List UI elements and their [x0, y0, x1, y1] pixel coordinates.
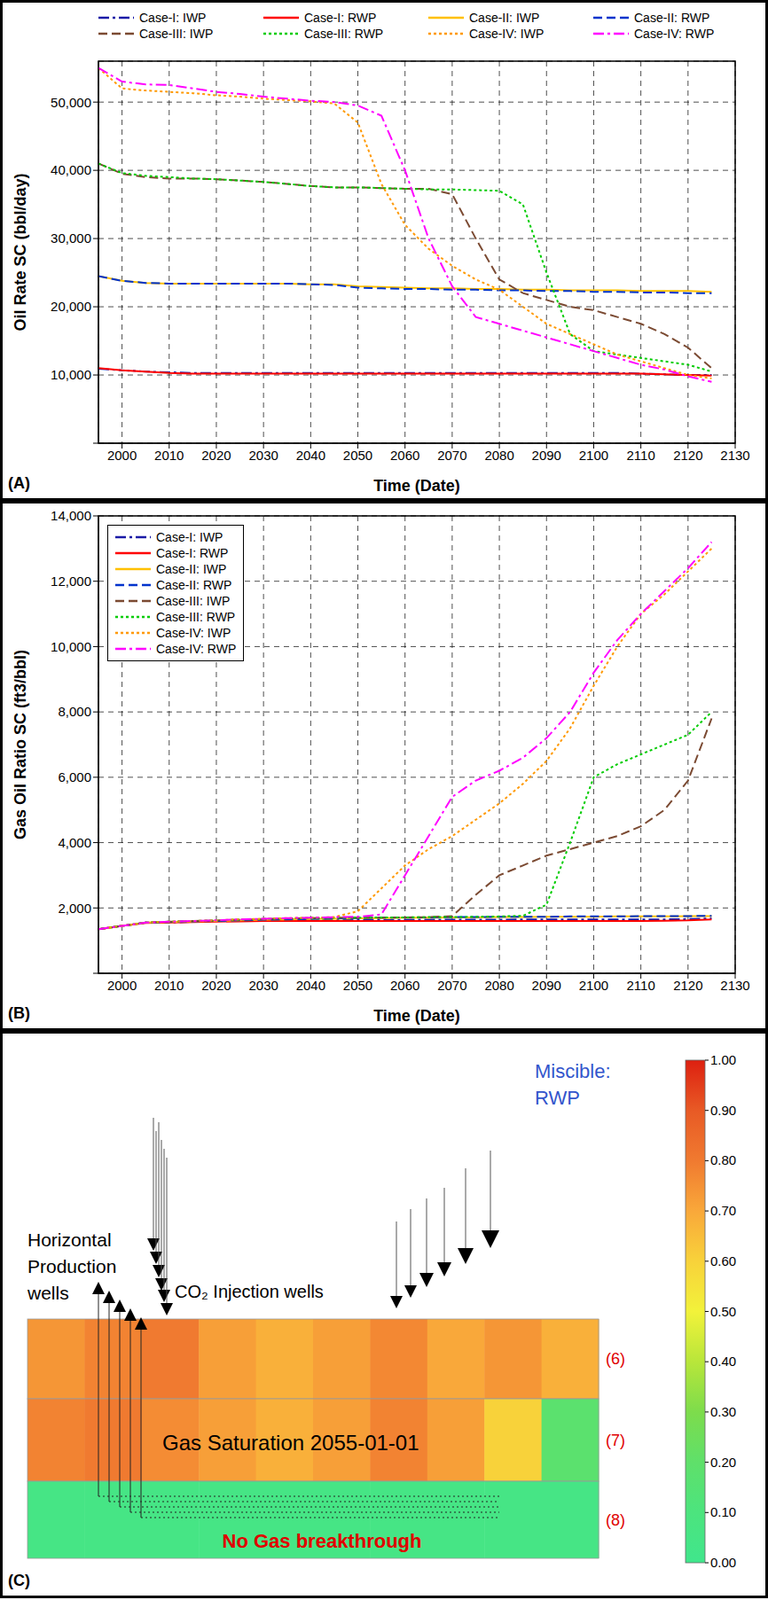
svg-text:2000: 2000: [107, 978, 137, 994]
svg-text:0.00: 0.00: [710, 1555, 737, 1571]
svg-text:6,000: 6,000: [57, 769, 92, 785]
svg-text:20,000: 20,000: [50, 298, 92, 314]
html-text:Case-III: RWP: Case-III: RWP: [156, 610, 236, 625]
svg-text:CO₂ Injection wells: CO₂ Injection wells: [174, 1282, 324, 1302]
svg-text:Gas Saturation 2055-01-01: Gas Saturation 2055-01-01: [162, 1431, 420, 1456]
svg-text:2090: 2090: [532, 447, 562, 463]
svg-text:2030: 2030: [248, 978, 278, 994]
svg-text:Gas Oil Ratio SC (ft3/bbl): Gas Oil Ratio SC (ft3/bbl): [11, 650, 30, 840]
html-text:Case-IV: RWP: Case-IV: RWP: [156, 642, 237, 657]
svg-text:(8): (8): [605, 1512, 626, 1530]
svg-text:40,000: 40,000: [50, 162, 92, 178]
svg-text:0.90: 0.90: [710, 1103, 737, 1119]
svg-text:2040: 2040: [296, 978, 326, 994]
svg-text:14,000: 14,000: [50, 508, 92, 524]
html-text:Case-I: RWP: Case-I: RWP: [304, 10, 377, 25]
svg-text:2120: 2120: [673, 447, 703, 463]
svg-text:2100: 2100: [579, 978, 609, 994]
svg-text:Time (Date): Time (Date): [373, 1007, 461, 1026]
svg-text:2050: 2050: [343, 447, 373, 463]
svg-text:0.40: 0.40: [710, 1354, 737, 1370]
svg-text:2060: 2060: [390, 447, 420, 463]
svg-text:0.30: 0.30: [710, 1404, 737, 1420]
html-text:Case-II: IWP: Case-II: IWP: [469, 10, 540, 25]
svg-text:Miscible:RWP: Miscible:RWP: [534, 1060, 612, 1110]
svg-text:2090: 2090: [532, 978, 562, 994]
svg-text:1.00: 1.00: [710, 1052, 737, 1068]
html-text:Case-II: IWP: Case-II: IWP: [156, 562, 227, 577]
html-text:Case-III: IWP: Case-III: IWP: [139, 26, 214, 41]
svg-text:10,000: 10,000: [50, 639, 92, 655]
svg-text:2010: 2010: [154, 447, 184, 463]
html-text:Case-III: IWP: Case-III: IWP: [156, 594, 230, 609]
svg-text:0.10: 0.10: [710, 1504, 737, 1521]
html-text:(C): (C): [7, 1572, 31, 1591]
svg-text:2130: 2130: [720, 978, 750, 994]
svg-text:0.50: 0.50: [710, 1304, 737, 1320]
svg-text:2080: 2080: [484, 447, 514, 463]
html-text:Case-I: IWP: Case-I: IWP: [156, 530, 224, 545]
html-text:Case-III: RWP: Case-III: RWP: [304, 26, 384, 41]
svg-text:2070: 2070: [437, 447, 467, 463]
svg-text:(6): (6): [605, 1350, 626, 1369]
html-text:(A): (A): [7, 474, 31, 493]
svg-text:HorizontalProductionwells: HorizontalProductionwells: [26, 1230, 117, 1304]
html-text:Case-IV: IWP: Case-IV: IWP: [156, 626, 231, 641]
svg-text:2110: 2110: [626, 447, 655, 463]
svg-text:0.70: 0.70: [710, 1203, 737, 1219]
svg-text:2000: 2000: [107, 447, 137, 463]
html-text:Case-II: RWP: Case-II: RWP: [634, 10, 710, 25]
svg-text:2060: 2060: [390, 978, 420, 994]
svg-text:Oil Rate SC (bbl/day): Oil Rate SC (bbl/day): [11, 172, 30, 331]
svg-text:2130: 2130: [720, 447, 750, 463]
svg-text:2010: 2010: [154, 978, 184, 994]
svg-text:2020: 2020: [201, 978, 231, 994]
svg-text:4,000: 4,000: [57, 835, 92, 851]
html-text:Case-IV: RWP: Case-IV: RWP: [634, 26, 715, 41]
svg-text:2120: 2120: [673, 978, 703, 994]
html-text:Case-IV: IWP: Case-IV: IWP: [469, 26, 544, 41]
svg-text:8,000: 8,000: [57, 704, 92, 720]
svg-text:30,000: 30,000: [50, 230, 92, 246]
html-text:(B): (B): [7, 1004, 31, 1023]
svg-text:2030: 2030: [248, 447, 278, 463]
svg-text:2110: 2110: [626, 978, 655, 994]
svg-text:(7): (7): [605, 1432, 626, 1450]
html-text:Case-I: RWP: Case-I: RWP: [156, 546, 229, 561]
svg-text:10,000: 10,000: [50, 367, 92, 383]
svg-text:2070: 2070: [437, 978, 467, 994]
svg-text:2020: 2020: [201, 447, 231, 463]
html-text:Case-II: RWP: Case-II: RWP: [156, 578, 232, 593]
svg-text:2080: 2080: [484, 978, 514, 994]
svg-text:0.80: 0.80: [710, 1152, 737, 1168]
svg-text:2,000: 2,000: [57, 901, 92, 917]
svg-text:12,000: 12,000: [50, 573, 92, 589]
html-text:Case-I: IWP: Case-I: IWP: [139, 10, 207, 25]
svg-text:2100: 2100: [579, 447, 609, 463]
svg-text:2040: 2040: [296, 447, 326, 463]
svg-text:0.60: 0.60: [710, 1253, 737, 1270]
svg-text:0.20: 0.20: [710, 1455, 737, 1471]
svg-text:No Gas breakthrough: No Gas breakthrough: [222, 1530, 423, 1553]
svg-text:2050: 2050: [343, 978, 373, 994]
svg-text:Time (Date): Time (Date): [373, 477, 461, 495]
svg-text:50,000: 50,000: [50, 94, 92, 110]
